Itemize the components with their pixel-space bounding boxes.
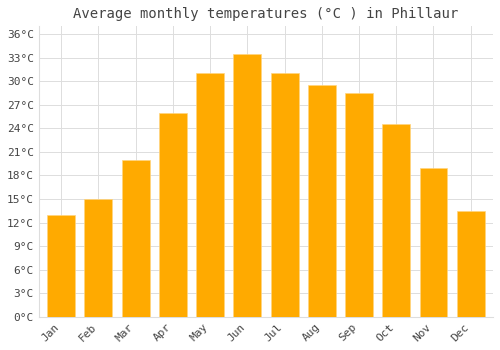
Bar [234,54,262,317]
Title: Average monthly temperatures (°C ) in Phillaur: Average monthly temperatures (°C ) in Ph… [74,7,458,21]
Bar [382,125,410,317]
Bar [308,85,336,317]
Bar [345,93,373,317]
Bar [270,74,298,317]
Bar [196,74,224,317]
Bar [159,113,187,317]
Bar [457,211,484,317]
Bar [47,215,75,317]
Bar [420,168,448,317]
Bar [84,199,112,317]
Bar [122,160,150,317]
